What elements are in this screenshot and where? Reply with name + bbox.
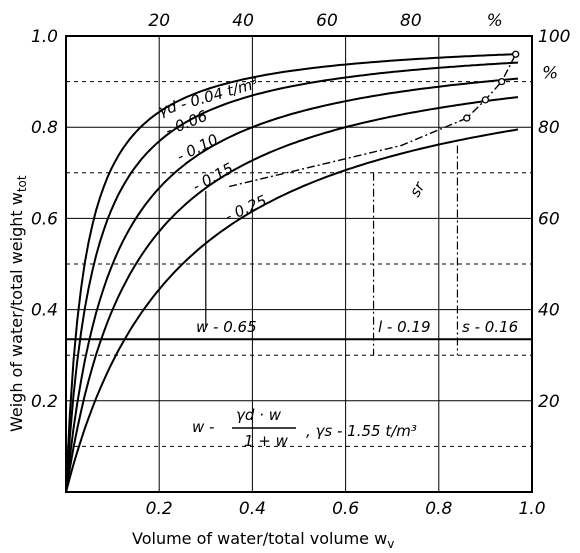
series-line-1 (65, 61, 519, 493)
series-line-0 (65, 53, 519, 493)
top-tick-label-3: 80 (400, 11, 422, 31)
y-tick-label-4: 1.0 (31, 27, 58, 47)
right-tick-label-0: 20 (538, 392, 560, 412)
y-axis-label: Weigh of water/total weight wtot (7, 175, 29, 432)
right-tick-label-4: 100 (538, 27, 570, 47)
curve-layer (65, 50, 532, 493)
right-unit-label: % (542, 63, 558, 83)
x-tick-label-4: 1.0 (518, 499, 545, 519)
top-tick-label-4: % (487, 11, 503, 31)
right-tick-label-1: 40 (538, 301, 560, 321)
right-tick-label-2: 60 (538, 209, 560, 229)
saturation-marker-3 (512, 50, 520, 58)
y-tick-label-1: 0.4 (31, 301, 58, 321)
grid-layer (66, 36, 532, 492)
series-label-2: - 0.10 (174, 130, 221, 165)
wv-annotation: w - 0.65 (196, 318, 257, 336)
formula-denominator: 1 + w (244, 432, 289, 450)
saturation-line (228, 53, 517, 188)
top-tick-label-2: 60 (316, 11, 338, 31)
y-tick-label-3: 0.8 (31, 118, 58, 138)
right-tick-label-3: 80 (538, 118, 560, 138)
lv-annotation: l - 0.19 (378, 318, 431, 336)
x-tick-label-1: 0.4 (239, 499, 266, 519)
formula-rhs: , γs - 1.55 t/m³ (306, 422, 417, 440)
y-tick-label-0: 0.2 (31, 392, 58, 412)
saturation-marker-0 (463, 114, 471, 122)
top-tick-label-1: 40 (232, 11, 254, 31)
formula-numerator: γd · w (236, 406, 282, 424)
sv-annotation: s - 0.16 (462, 318, 518, 336)
y-tick-label-2: 0.6 (31, 209, 58, 229)
plot-frame (65, 35, 533, 493)
saturation-label: sr (406, 178, 429, 200)
saturation-marker-1 (481, 96, 490, 104)
annotation-layer: γd - 0.04 t/m³ - 0.06 - 0.10 - 0.15 - 0.… (156, 74, 518, 450)
ticks-layer: 0.2 0.4 0.6 0.8 1.0 0.2 0.4 0.6 0.8 1.0 20 40 60 80 % 2… (31, 11, 571, 519)
series-line-4 (65, 128, 519, 493)
series-label-3: - 0.15 (189, 159, 236, 195)
series-line-2 (65, 77, 519, 493)
formula-lhs: w - (192, 418, 214, 436)
x-tick-label-0: 0.2 (146, 499, 173, 519)
series-line-3 (65, 96, 519, 493)
x-tick-label-3: 0.8 (425, 499, 452, 519)
x-tick-label-2: 0.6 (332, 499, 359, 519)
series-label-4: - 0.25 (222, 191, 269, 225)
top-tick-label-0: 20 (148, 11, 170, 31)
saturation-marker-2 (498, 77, 506, 86)
x-axis-label: Volume of water/total volume wv (132, 529, 394, 551)
